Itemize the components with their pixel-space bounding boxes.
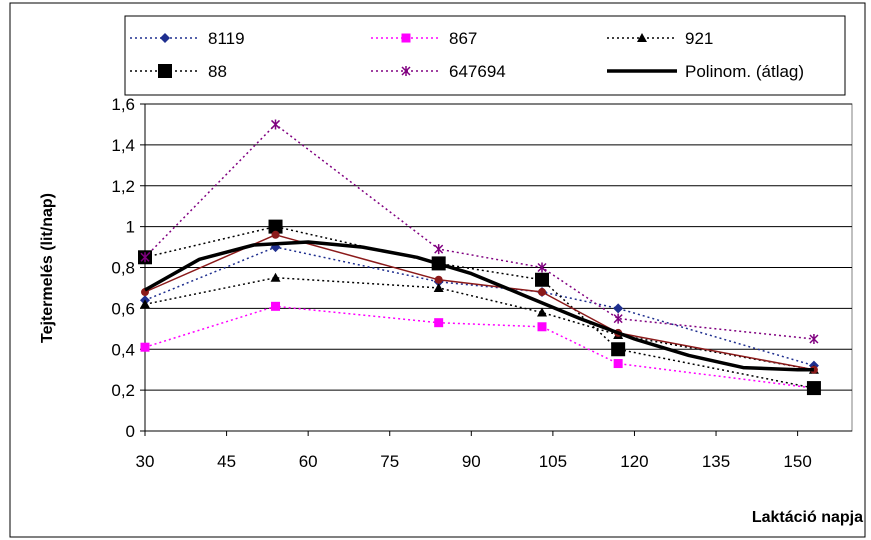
legend-item-4: 647694 (371, 62, 506, 81)
point-1-2 (434, 318, 444, 328)
point-0-4 (613, 303, 624, 314)
legend-label-2: 921 (685, 29, 713, 48)
x-tick-label-7: 135 (702, 452, 730, 471)
y-tick-label-5: 1 (126, 218, 135, 237)
gridlines (145, 103, 852, 391)
y-tick-label-4: 0,8 (111, 259, 135, 278)
axes: 0 0,2 0,4 0,6 0,8 1 1,2 1,4 1,6 30 45 60 75 90 105 120 1… (111, 95, 852, 471)
legend: 8119 867 921 88 647694 Polinom. (átlag) (124, 15, 846, 96)
y-tick-label-0: 0 (126, 422, 135, 441)
x-tick-label-8: 150 (783, 452, 811, 471)
y-tick-label-1: 0,2 (111, 381, 135, 400)
point-4-4 (613, 313, 623, 324)
series-line-2 (144, 276, 815, 371)
legend-swatch-marker-1 (401, 33, 411, 43)
point-3-3 (535, 272, 550, 287)
legend-label-3: 88 (208, 62, 227, 81)
point-4-5 (809, 334, 819, 345)
point-4-1 (270, 119, 281, 130)
point-1-1 (271, 301, 281, 311)
series-4 (140, 119, 819, 345)
series-6 (144, 240, 814, 372)
point-5-5 (809, 365, 818, 374)
y-axis-label: Tejtermelés (lit/nap) (39, 193, 56, 343)
point-2-2 (433, 282, 444, 292)
point-2-1 (270, 272, 281, 282)
point-4-0 (140, 252, 150, 263)
y-tick-label-8: 1,6 (111, 95, 135, 114)
x-axis-label: Laktáció napja (752, 509, 863, 526)
point-2-0 (140, 299, 150, 309)
legend-item-1: 867 (371, 29, 477, 48)
series-layer (138, 119, 821, 396)
x-tick-label-3: 75 (380, 452, 399, 471)
x-tick-label-4: 90 (462, 452, 481, 471)
point-4-2 (434, 244, 444, 255)
point-1-3 (537, 322, 547, 332)
series-line-6 (144, 240, 814, 372)
series-line-4 (144, 123, 814, 340)
x-tick-label-5: 105 (539, 452, 567, 471)
x-tick-label-0: 30 (136, 452, 155, 471)
point-5-1 (271, 230, 280, 239)
point-3-5 (806, 381, 821, 396)
legend-item-2: 921 (607, 29, 713, 48)
x-tick-label-1: 45 (217, 452, 236, 471)
legend-swatch-marker-0 (160, 33, 170, 43)
series-line-3 (144, 225, 815, 389)
point-4-3 (537, 262, 547, 273)
y-tick-label-7: 1,4 (111, 136, 135, 155)
legend-label-4: 647694 (449, 62, 506, 81)
legend-swatch-marker-4 (401, 66, 411, 76)
point-2-3 (537, 307, 548, 317)
legend-label-5: Polinom. (átlag) (685, 62, 804, 81)
legend-label-1: 867 (449, 29, 477, 48)
legend-item-0: 8119 (130, 29, 245, 48)
x-tick-label-6: 120 (620, 452, 648, 471)
legend-item-3: 88 (130, 62, 227, 81)
series-line-1 (144, 305, 814, 389)
legend-box (124, 15, 846, 96)
point-5-2 (434, 275, 443, 284)
point-1-4 (613, 359, 623, 369)
point-5-3 (538, 288, 547, 297)
x-tick-label-2: 60 (299, 452, 318, 471)
legend-swatch-marker-3 (158, 64, 172, 78)
y-tick-label-2: 0,4 (111, 340, 135, 359)
legend-label-0: 8119 (208, 29, 245, 48)
y-tick-label-3: 0,6 (111, 299, 135, 318)
y-tick-label-6: 1,2 (111, 177, 135, 196)
legend-swatch-marker-2 (637, 33, 647, 42)
point-3-4 (611, 342, 626, 357)
legend-item-5: Polinom. (átlag) (607, 62, 804, 81)
point-1-0 (140, 342, 150, 352)
point-3-1 (268, 219, 283, 234)
